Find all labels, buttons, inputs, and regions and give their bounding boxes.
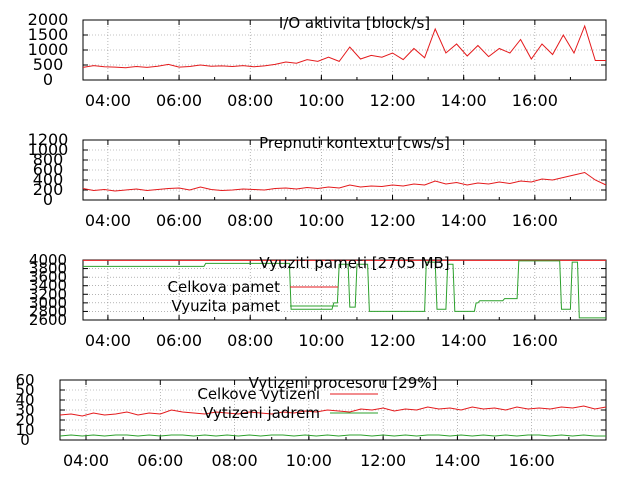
y-tick-label: 1500: [28, 25, 69, 44]
y-tick-label: 60: [15, 371, 34, 389]
y-tick-label: 3600: [29, 268, 67, 286]
x-tick-label: 16:00: [509, 451, 555, 470]
x-tick-label: 16:00: [512, 91, 558, 110]
y-tick-label: 200: [33, 180, 64, 199]
x-tick-label: 14:00: [441, 91, 487, 110]
x-tick-label: 06:00: [156, 331, 202, 350]
y-tick-label: 600: [33, 160, 64, 179]
legend-label: Vyuzita pamet: [171, 297, 280, 315]
y-tick-label: 10: [15, 421, 34, 439]
chart-title: Vytizeni procesoru [29%]: [249, 374, 438, 392]
series-line-1: [82, 24, 606, 69]
x-tick-label: 10:00: [286, 451, 332, 470]
y-tick-label: 400: [33, 170, 64, 189]
y-tick-label: 20: [15, 411, 34, 429]
y-tick-label: 0: [20, 431, 30, 449]
x-tick-label: 06:00: [137, 451, 183, 470]
y-tick-label: 1000: [28, 40, 69, 59]
x-tick-label: 08:00: [227, 211, 273, 230]
x-tick-label: 06:00: [156, 211, 202, 230]
x-tick-label: 16:00: [512, 211, 558, 230]
x-tick-label: 12:00: [369, 91, 415, 110]
y-tick-label: 500: [33, 55, 64, 74]
x-tick-label: 10:00: [298, 91, 344, 110]
y-tick-label: 40: [15, 391, 34, 409]
y-tick-label: 50: [15, 381, 34, 399]
y-tick-label: 1000: [28, 140, 69, 159]
x-tick-label: 04:00: [85, 211, 131, 230]
y-tick-label: 0: [43, 190, 53, 209]
x-tick-label: 16:00: [512, 331, 558, 350]
x-tick-label: 12:00: [360, 451, 406, 470]
x-tick-label: 08:00: [227, 91, 273, 110]
y-tick-label: 2000: [28, 10, 69, 29]
x-tick-label: 08:00: [212, 451, 258, 470]
legend-label: Celkove vytizeni: [197, 385, 320, 403]
x-tick-label: 14:00: [441, 331, 487, 350]
chart-title: I/O aktivita [block/s]: [279, 14, 430, 32]
y-tick-label: 0: [43, 70, 53, 89]
x-tick-label: 06:00: [156, 91, 202, 110]
y-tick-label: 2800: [29, 302, 67, 320]
series-line-2: [83, 260, 606, 319]
series-line-2: [59, 434, 606, 437]
y-tick-label: 3400: [29, 277, 67, 295]
x-tick-label: 04:00: [85, 91, 131, 110]
series-line-1: [59, 405, 607, 417]
y-tick-label: 3200: [29, 285, 67, 303]
y-tick-label: 1200: [28, 130, 69, 149]
y-tick-label: 3800: [29, 260, 67, 278]
chart-title: Vyuziti pameti [2705 MB]: [259, 254, 449, 272]
y-tick-label: 30: [15, 401, 34, 419]
y-tick-label: 800: [33, 150, 64, 169]
x-tick-label: 12:00: [369, 211, 415, 230]
chart-title: Prepnuti kontextu [cws/s]: [259, 134, 450, 152]
x-tick-label: 12:00: [369, 331, 415, 350]
legend-label: Vytizeni jadrem: [203, 404, 320, 422]
y-tick-label: 2600: [29, 311, 67, 329]
x-tick-label: 04:00: [63, 451, 109, 470]
legend-label: Celkova pamet: [168, 278, 281, 296]
series-line-1: [82, 171, 607, 192]
x-tick-label: 10:00: [298, 211, 344, 230]
x-tick-label: 10:00: [298, 331, 344, 350]
x-tick-label: 14:00: [434, 451, 480, 470]
x-tick-label: 08:00: [227, 331, 273, 350]
y-tick-label: 4000: [29, 251, 67, 269]
x-tick-label: 14:00: [441, 211, 487, 230]
y-tick-label: 3000: [29, 294, 67, 312]
x-tick-label: 04:00: [85, 331, 131, 350]
